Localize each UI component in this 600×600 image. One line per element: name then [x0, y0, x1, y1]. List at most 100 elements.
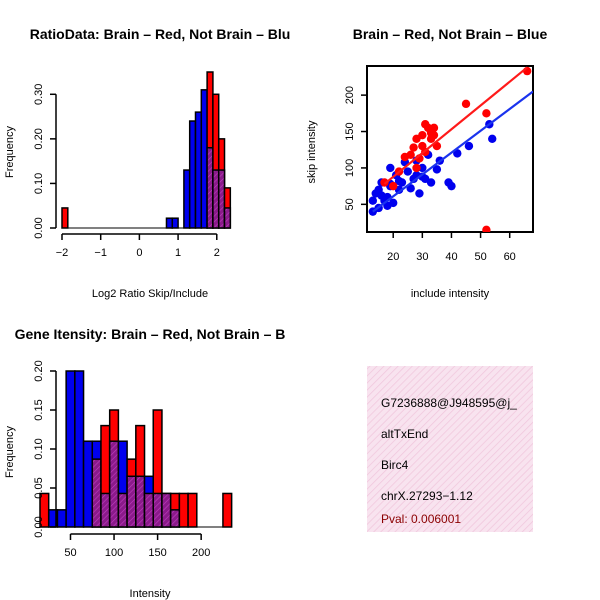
x-tick-label: 0 [136, 247, 142, 259]
histogram-bar [183, 169, 191, 229]
scatter-ylabel: skip intensity [306, 120, 318, 183]
histogram-bar [74, 370, 85, 528]
histogram-overlap-bar [143, 492, 154, 528]
scatter-plot-area [368, 66, 533, 232]
histogram-bar [200, 89, 208, 229]
intensity-histogram-title: Gene Itensity: Brain – Red, Not Brain – … [15, 326, 286, 342]
pval-text: Pval: 0.006001 [381, 512, 461, 526]
intensity-histogram-xlabel: Intensity [130, 588, 171, 600]
histogram-overlap-bar [212, 169, 220, 229]
ratio-histogram-ylabel: Frequency [4, 126, 16, 178]
ratio-histogram-title: RatioData: Brain – Red, Not Brain – Blu [30, 26, 291, 42]
histogram-bar [56, 509, 67, 528]
not-brain-point [418, 172, 427, 181]
event-id-text: G7236888@J948595@j_ [381, 396, 517, 410]
histogram-overlap-bar [152, 492, 163, 528]
brain-point [461, 99, 471, 109]
x-tick-label: 200 [192, 547, 210, 559]
histogram-overlap-bar [217, 169, 226, 229]
brain-fit-line [383, 66, 528, 185]
not-brain-point [453, 149, 462, 158]
histogram-bar [61, 207, 69, 229]
y-tick-label: 0.00 [33, 516, 45, 537]
brain-point [406, 150, 415, 160]
not-brain-point [415, 189, 424, 198]
y-tick-label: 150 [344, 122, 356, 140]
scatter-xlabel: include intensity [411, 288, 490, 300]
x-tick-label: −1 [94, 247, 107, 259]
brain-point [409, 143, 418, 152]
y-tick-label: 0.20 [33, 128, 45, 149]
histogram-bar [194, 111, 203, 229]
y-tick-label: 200 [344, 86, 356, 104]
not-brain-point [447, 181, 456, 191]
info-panel: G7236888@J948595@j_ altTxEnd Birc4 chrX.… [367, 366, 533, 532]
not-brain-point [403, 167, 412, 176]
ratio-histogram-bars [61, 71, 232, 229]
histogram-bar [178, 492, 189, 528]
histogram-bar [65, 370, 76, 528]
histogram-overlap-bar [91, 458, 102, 528]
y-tick-label: 0.20 [33, 360, 45, 381]
y-tick-label: 50 [344, 198, 356, 210]
histogram-bar [82, 440, 94, 528]
x-tick-label: 50 [474, 251, 486, 263]
x-tick-label: −2 [56, 247, 69, 259]
not-brain-point [386, 163, 395, 173]
y-tick-label: 100 [344, 159, 356, 177]
brain-point [418, 130, 427, 140]
not-brain-fit-line [372, 90, 533, 213]
brain-point [482, 225, 491, 232]
brain-point [429, 123, 439, 133]
x-tick-label: 20 [387, 251, 399, 263]
x-tick-label: 150 [148, 547, 166, 559]
info-box [367, 366, 533, 532]
intensity-histogram-panel: Gene Itensity: Brain – Red, Not Brain – … [4, 326, 285, 600]
brain-point [482, 109, 491, 118]
histogram-overlap-bar [223, 207, 232, 229]
y-tick-label: 0.15 [33, 399, 45, 420]
not-brain-point [377, 191, 386, 200]
ratio-histogram-axes: −2 −1 0 1 2 0.00 0.10 0.20 0.30 [33, 84, 220, 259]
histogram-overlap-bar [108, 440, 120, 528]
brain-point [380, 178, 389, 187]
histogram-overlap-bar [117, 492, 128, 528]
histogram-overlap-bar [126, 475, 137, 528]
ratio-histogram-xlabel: Log2 Ratio Skip/Include [92, 288, 208, 300]
histogram-overlap-bar [169, 509, 181, 528]
not-brain-point [394, 176, 404, 186]
not-brain-point [432, 165, 442, 174]
intensity-histogram-ylabel: Frequency [4, 426, 16, 478]
not-brain-point [368, 196, 378, 205]
intensity-histogram-axes: 50 100 150 200 0.00 0.05 0.10 0.15 0.20 [33, 360, 210, 559]
histogram-bar [165, 217, 174, 229]
x-tick-label: 60 [504, 251, 516, 263]
x-tick-label: 2 [214, 247, 220, 259]
histogram-overlap-bar [135, 475, 146, 528]
histogram-overlap-bar [100, 492, 111, 528]
scatter-axes: 20 30 40 50 60 50 100 150 200 [344, 86, 516, 263]
location-text: chrX.27293−1.12 [381, 489, 473, 503]
not-brain-point [464, 141, 474, 151]
histogram-bar [171, 217, 179, 229]
x-tick-label: 1 [175, 247, 181, 259]
scatter-title: Brain – Red, Not Brain – Blue [353, 26, 548, 42]
not-brain-point [406, 184, 415, 193]
histogram-overlap-bar [161, 492, 172, 528]
ratio-histogram-panel: RatioData: Brain – Red, Not Brain – Blu … [4, 26, 290, 300]
brain-point [412, 163, 421, 173]
y-tick-label: 0.05 [33, 477, 45, 498]
gene-name-text: Birc4 [381, 458, 409, 472]
brain-point [429, 130, 439, 140]
y-tick-label: 0.10 [33, 438, 45, 459]
not-brain-point [418, 163, 427, 173]
scatter-panel: Brain – Red, Not Brain – Blue 20 30 40 50 60… [306, 26, 547, 300]
histogram-bar [222, 492, 233, 528]
intensity-histogram-bars [39, 370, 233, 528]
event-type-text: altTxEnd [381, 427, 428, 441]
x-tick-label: 40 [445, 251, 457, 263]
brain-point [389, 181, 398, 191]
y-tick-label: 0.00 [33, 217, 45, 238]
x-tick-label: 30 [416, 251, 428, 263]
